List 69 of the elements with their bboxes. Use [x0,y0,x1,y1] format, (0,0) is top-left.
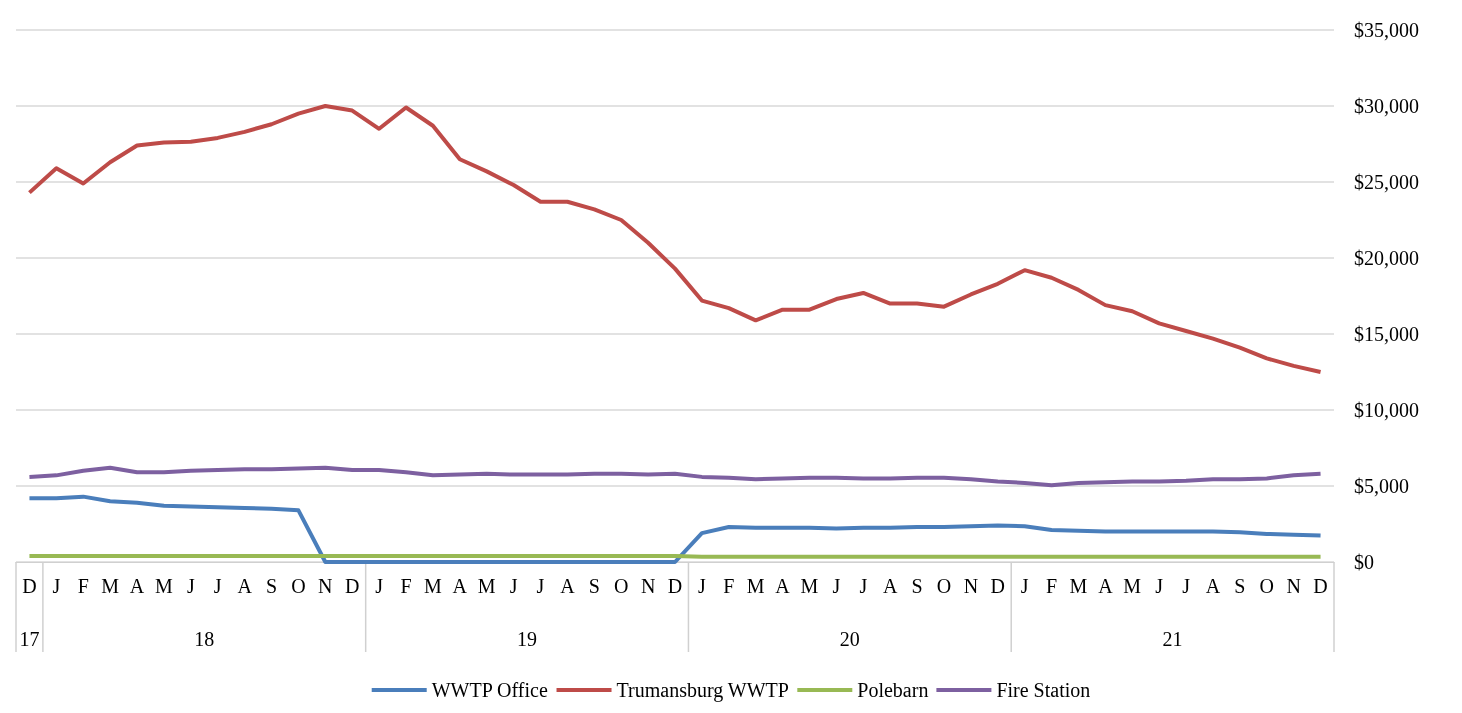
line-series [27,104,1323,374]
x-tick-label: A [560,575,576,597]
x-tick-label: J [375,575,384,597]
x-tick-label: N [640,575,656,597]
x-tick-label: J [213,575,222,597]
x-tick-label: O [1259,575,1274,597]
line-series [27,465,1323,488]
x-tick-label: A [882,575,898,597]
x-tick-label: O [291,575,306,597]
text: 18 [194,628,215,650]
y-tick-label: $15,000 [1354,323,1419,345]
x-tick-label: A [452,575,468,597]
y-tick-label: $5,000 [1354,475,1409,497]
x-tick-label: M [155,575,174,597]
x-tick-label: A [775,575,791,597]
x-tick-label: M [746,575,765,597]
x-tick-label: S [1234,575,1246,597]
x-tick-label: A [237,575,253,597]
x-tick-label: J [1020,575,1029,597]
x-tick-label: S [588,575,600,597]
legend-label: Polebarn [857,679,929,701]
x-tick-label: A [1205,575,1221,597]
y-tick-label: $0 [1354,551,1374,573]
y-tick-label: $25,000 [1354,171,1419,193]
x-tick-label: F [400,575,412,597]
x-tick-label: S [265,575,278,597]
x-tick-label: F [77,575,89,597]
x-tick-label: J [1182,575,1191,597]
x-tick-label: O [613,575,629,597]
y-tick-label: $30,000 [1354,95,1419,117]
x-tick-label: M [800,575,819,597]
x-tick-label: J [509,575,518,597]
line-series [27,494,1323,564]
x-tick-label: J [832,575,841,597]
legend-label: WWTP Office [431,679,548,701]
x-tick-label: N [963,575,979,597]
legend-label: Fire Station [996,679,1091,701]
x-tick-label: M [477,575,496,597]
x-tick-label: F [1046,575,1058,597]
y-tick-label: $10,000 [1354,399,1419,421]
x-tick-label: M [1123,575,1142,597]
x-tick-label: D [1313,575,1328,597]
x-tick-label: M [1069,575,1088,597]
x-tick-label: J [859,575,868,597]
x-tick-label: D [345,575,360,597]
x-tick-label: O [936,575,952,597]
legend-label: Trumansburg WWTP [616,679,789,702]
x-tick-label: M [101,575,120,597]
x-tick-label: N [1286,575,1301,597]
y-tick-label: $20,000 [1354,247,1419,269]
x-tick-label: J [536,575,545,597]
text: 21 [1162,628,1183,650]
x-tick-label: A [129,575,145,597]
x-tick-label: M [424,575,443,597]
x-tick-label: D [22,575,37,597]
text: 17 [19,628,40,650]
x-tick-label: S [911,575,923,597]
x-tick-label: D [990,575,1005,597]
x-tick-label: J [1155,575,1164,597]
x-tick-label: F [723,575,735,597]
x-tick-label: J [186,575,195,597]
text: 19 [517,628,538,650]
x-tick-label: N [318,575,333,597]
x-tick-label: A [1098,575,1114,597]
x-tick-label: D [667,575,683,597]
text: 20 [839,628,860,650]
x-tick-label: J [698,575,706,597]
y-tick-label: $35,000 [1354,19,1419,41]
x-tick-label: J [52,575,61,597]
